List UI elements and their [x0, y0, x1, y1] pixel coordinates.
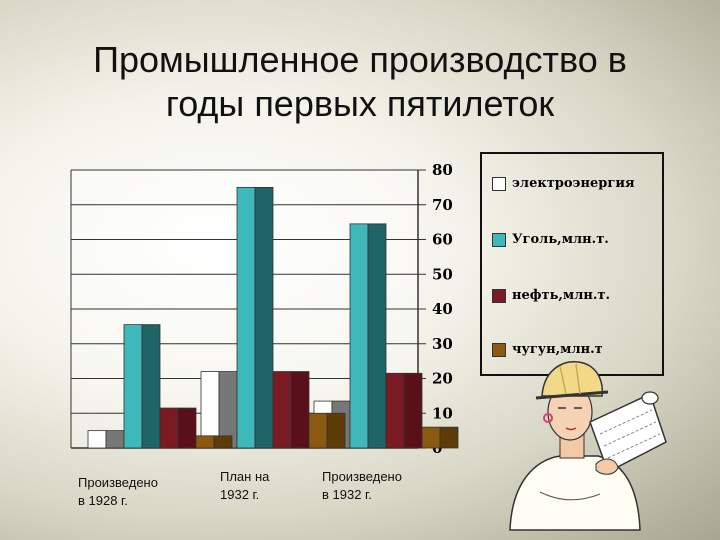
bar-coal-1928 [123, 324, 143, 449]
y-tick-label-50: 50 [432, 265, 453, 283]
bar-oil-1932 [385, 372, 405, 449]
bar-oil-plan-1932 [272, 371, 292, 449]
y-tick-label-60: 60 [432, 231, 453, 249]
bar-side-coal-1928 [141, 324, 161, 449]
bar-pig-iron-1928 [195, 435, 215, 449]
bar-side-pig-iron-plan-1932 [326, 412, 346, 449]
bar-side-coal-plan-1932 [254, 186, 274, 449]
chart-legend: электроэнергия Уголь,млн.т. нефть,млн.т.… [480, 152, 664, 376]
y-tick-label-80: 80 [432, 161, 453, 179]
bar-pig-iron-1932 [421, 426, 441, 449]
legend-item-pig-iron: чугун,млн.т [492, 342, 603, 357]
bar-side-coal-1932 [367, 223, 387, 449]
y-tick-label-30: 30 [432, 335, 453, 353]
y-tick-label-70: 70 [432, 196, 453, 214]
category-label-1932: Произведено в 1932 г. [322, 469, 402, 502]
legend-item-oil: нефть,млн.т. [492, 288, 610, 303]
bar-oil-1928 [159, 407, 179, 449]
bar-side-oil-1928 [177, 407, 197, 449]
bar-side-pig-iron-1932 [439, 426, 459, 449]
title-line-1: Промышленное производство в [93, 39, 627, 80]
bar-side-pig-iron-1928 [213, 435, 233, 449]
legend-swatch-coal [492, 232, 506, 247]
category-label-plan-1932: План на 1932 г. [220, 469, 270, 502]
legend-label-oil: нефть,млн.т. [512, 288, 610, 303]
legend-swatch-pig-iron [492, 342, 506, 357]
y-tick-label-10: 10 [432, 404, 453, 422]
bar-electricity-1928 [87, 430, 107, 449]
engineer-illustration [509, 361, 667, 531]
bar-side-electricity-1928 [105, 430, 125, 449]
legend-item-coal: Уголь,млн.т. [492, 232, 609, 247]
y-tick-label-40: 40 [432, 300, 453, 318]
legend-swatch-oil [492, 288, 506, 303]
y-tick-label-20: 20 [432, 370, 453, 388]
legend-label-electricity: электроэнергия [512, 176, 635, 191]
category-label-1928: Произведено в 1928 г. [78, 475, 158, 508]
bar-pig-iron-plan-1932 [308, 412, 328, 449]
title-line-2: годы первых пятилеток [165, 83, 555, 124]
legend-swatch-electricity [492, 176, 506, 191]
bar-coal-1932 [349, 223, 369, 449]
legend-label-coal: Уголь,млн.т. [512, 232, 609, 247]
legend-item-electricity: электроэнергия [492, 176, 635, 191]
bar-side-oil-1932 [403, 372, 423, 449]
legend-label-pig-iron: чугун,млн.т [512, 342, 603, 357]
page-title: Промышленное производство в годы первых … [0, 38, 720, 126]
bar-side-oil-plan-1932 [290, 371, 310, 449]
bar-coal-plan-1932 [236, 186, 256, 449]
